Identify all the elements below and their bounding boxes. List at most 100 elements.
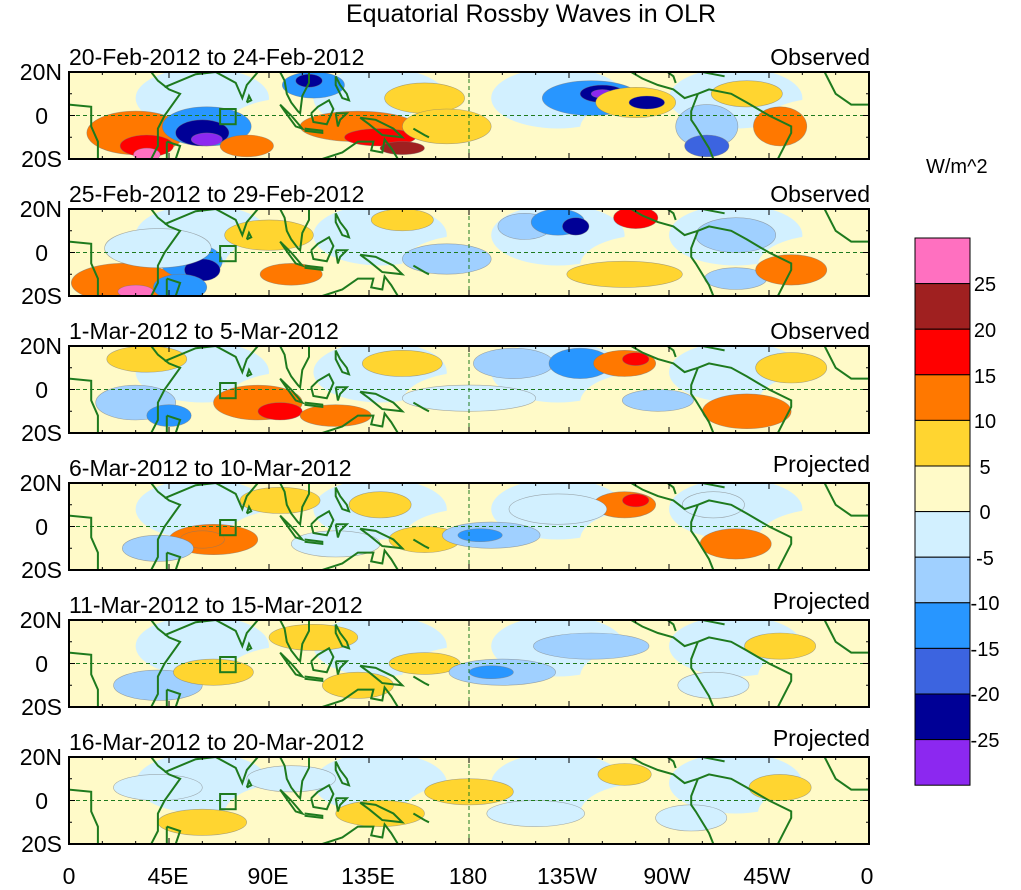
panel-1-date: 20-Feb-2012 to 24-Feb-2012: [69, 44, 365, 70]
map-panel-1: [68, 71, 870, 160]
anomaly-contour: [106, 346, 188, 373]
coastline: [304, 812, 324, 820]
coastline: [334, 797, 350, 812]
colorbar-label: 20: [973, 320, 997, 342]
anomaly-contour: [622, 493, 650, 508]
coastline: [359, 664, 406, 687]
coastline: [279, 240, 306, 268]
colorbar-label: -20: [970, 684, 1000, 706]
coastline: [334, 249, 350, 264]
coastline: [412, 264, 430, 276]
coastline: [334, 212, 351, 239]
anomaly-contour: [224, 219, 314, 251]
coastline: [412, 675, 430, 687]
anomaly-contour: [566, 260, 683, 288]
lon-label-0-east: 0: [860, 863, 874, 889]
coastline: [245, 778, 253, 789]
anomaly-contour: [219, 134, 274, 158]
coastline: [245, 641, 253, 652]
anomaly-contour: [755, 352, 828, 384]
coastline: [279, 788, 306, 816]
colorbar-swatch: [914, 647, 971, 695]
coastline: [334, 623, 351, 650]
coastline: [412, 127, 430, 139]
coastline: [164, 209, 259, 238]
coastline: [334, 760, 351, 787]
colorbar-swatch: [914, 465, 971, 513]
lat-label-20n: 20N: [19, 196, 62, 222]
coastline: [823, 620, 869, 654]
coastline: [304, 401, 324, 409]
lat-label-20s: 20S: [21, 694, 62, 720]
anomaly-contour: [628, 95, 665, 110]
coastline: [359, 527, 406, 550]
coastline: [690, 773, 793, 844]
colorbar-label: 5: [979, 457, 991, 479]
coastline: [279, 72, 310, 116]
panel-2-date: 25-Feb-2012 to 29-Feb-2012: [69, 181, 365, 207]
region-box: [219, 656, 237, 674]
anomaly-contour: [744, 632, 816, 660]
coastline: [310, 783, 335, 811]
lat-label-20n: 20N: [19, 607, 62, 633]
coastline: [279, 103, 306, 131]
coastline: [334, 486, 351, 513]
coastline: [412, 538, 430, 550]
anomaly-contour: [622, 352, 650, 366]
lat-label-20n: 20N: [19, 744, 62, 770]
coastline: [245, 230, 253, 241]
lon-label-45w: 45W: [743, 863, 791, 889]
coastline: [359, 390, 406, 413]
anomaly-contour: [361, 349, 443, 377]
coastline: [321, 136, 399, 159]
panel-2-status: Observed: [770, 181, 870, 207]
lon-label-90e: 90E: [247, 863, 289, 889]
colorbar-swatch: [914, 328, 971, 376]
coastline: [310, 646, 335, 674]
anomaly-contour: [379, 141, 425, 155]
coastline: [304, 264, 324, 272]
lat-label-20s: 20S: [21, 420, 62, 446]
coastline: [334, 349, 351, 376]
region-box: [219, 793, 237, 811]
colorbar-label: 25: [973, 274, 997, 296]
lon-label-45e: 45E: [147, 863, 189, 889]
anomaly-contour: [613, 209, 659, 229]
coastline: [412, 812, 430, 824]
anomaly-contour: [682, 491, 745, 519]
coastline: [245, 504, 253, 515]
map-panel-2: [68, 208, 870, 297]
map-panel-4: [68, 482, 870, 571]
coastline: [279, 620, 310, 664]
lon-label-135w: 135W: [536, 863, 598, 889]
coastline: [690, 499, 793, 570]
lat-label-eq: 0: [35, 103, 48, 129]
lat-label-20n: 20N: [19, 59, 62, 85]
region-box: [219, 382, 237, 400]
colorbar-swatch: [914, 739, 971, 786]
panel-5-status: Projected: [772, 588, 870, 614]
lat-label-eq: 0: [35, 514, 48, 540]
coastline: [304, 127, 324, 135]
coastline: [279, 651, 306, 679]
coastline: [164, 620, 259, 649]
coastline: [334, 112, 350, 127]
anomaly-contour: [190, 132, 223, 147]
lat-label-eq: 0: [35, 788, 48, 814]
coastline: [823, 346, 869, 380]
anomaly-contour: [677, 671, 750, 699]
panel-1-status: Observed: [770, 44, 870, 70]
lon-label-180: 180: [448, 863, 488, 889]
coastline: [165, 551, 182, 570]
map-panel-5: [68, 619, 870, 708]
coastline: [823, 209, 869, 243]
anomaly-contour: [597, 763, 652, 786]
coastline: [690, 362, 793, 433]
anomaly-contour: [533, 632, 650, 660]
lat-label-20s: 20S: [21, 146, 62, 172]
coastline: [279, 757, 310, 801]
colorbar-swatch: [914, 511, 971, 558]
coastline: [310, 372, 335, 400]
coastline: [310, 98, 335, 126]
